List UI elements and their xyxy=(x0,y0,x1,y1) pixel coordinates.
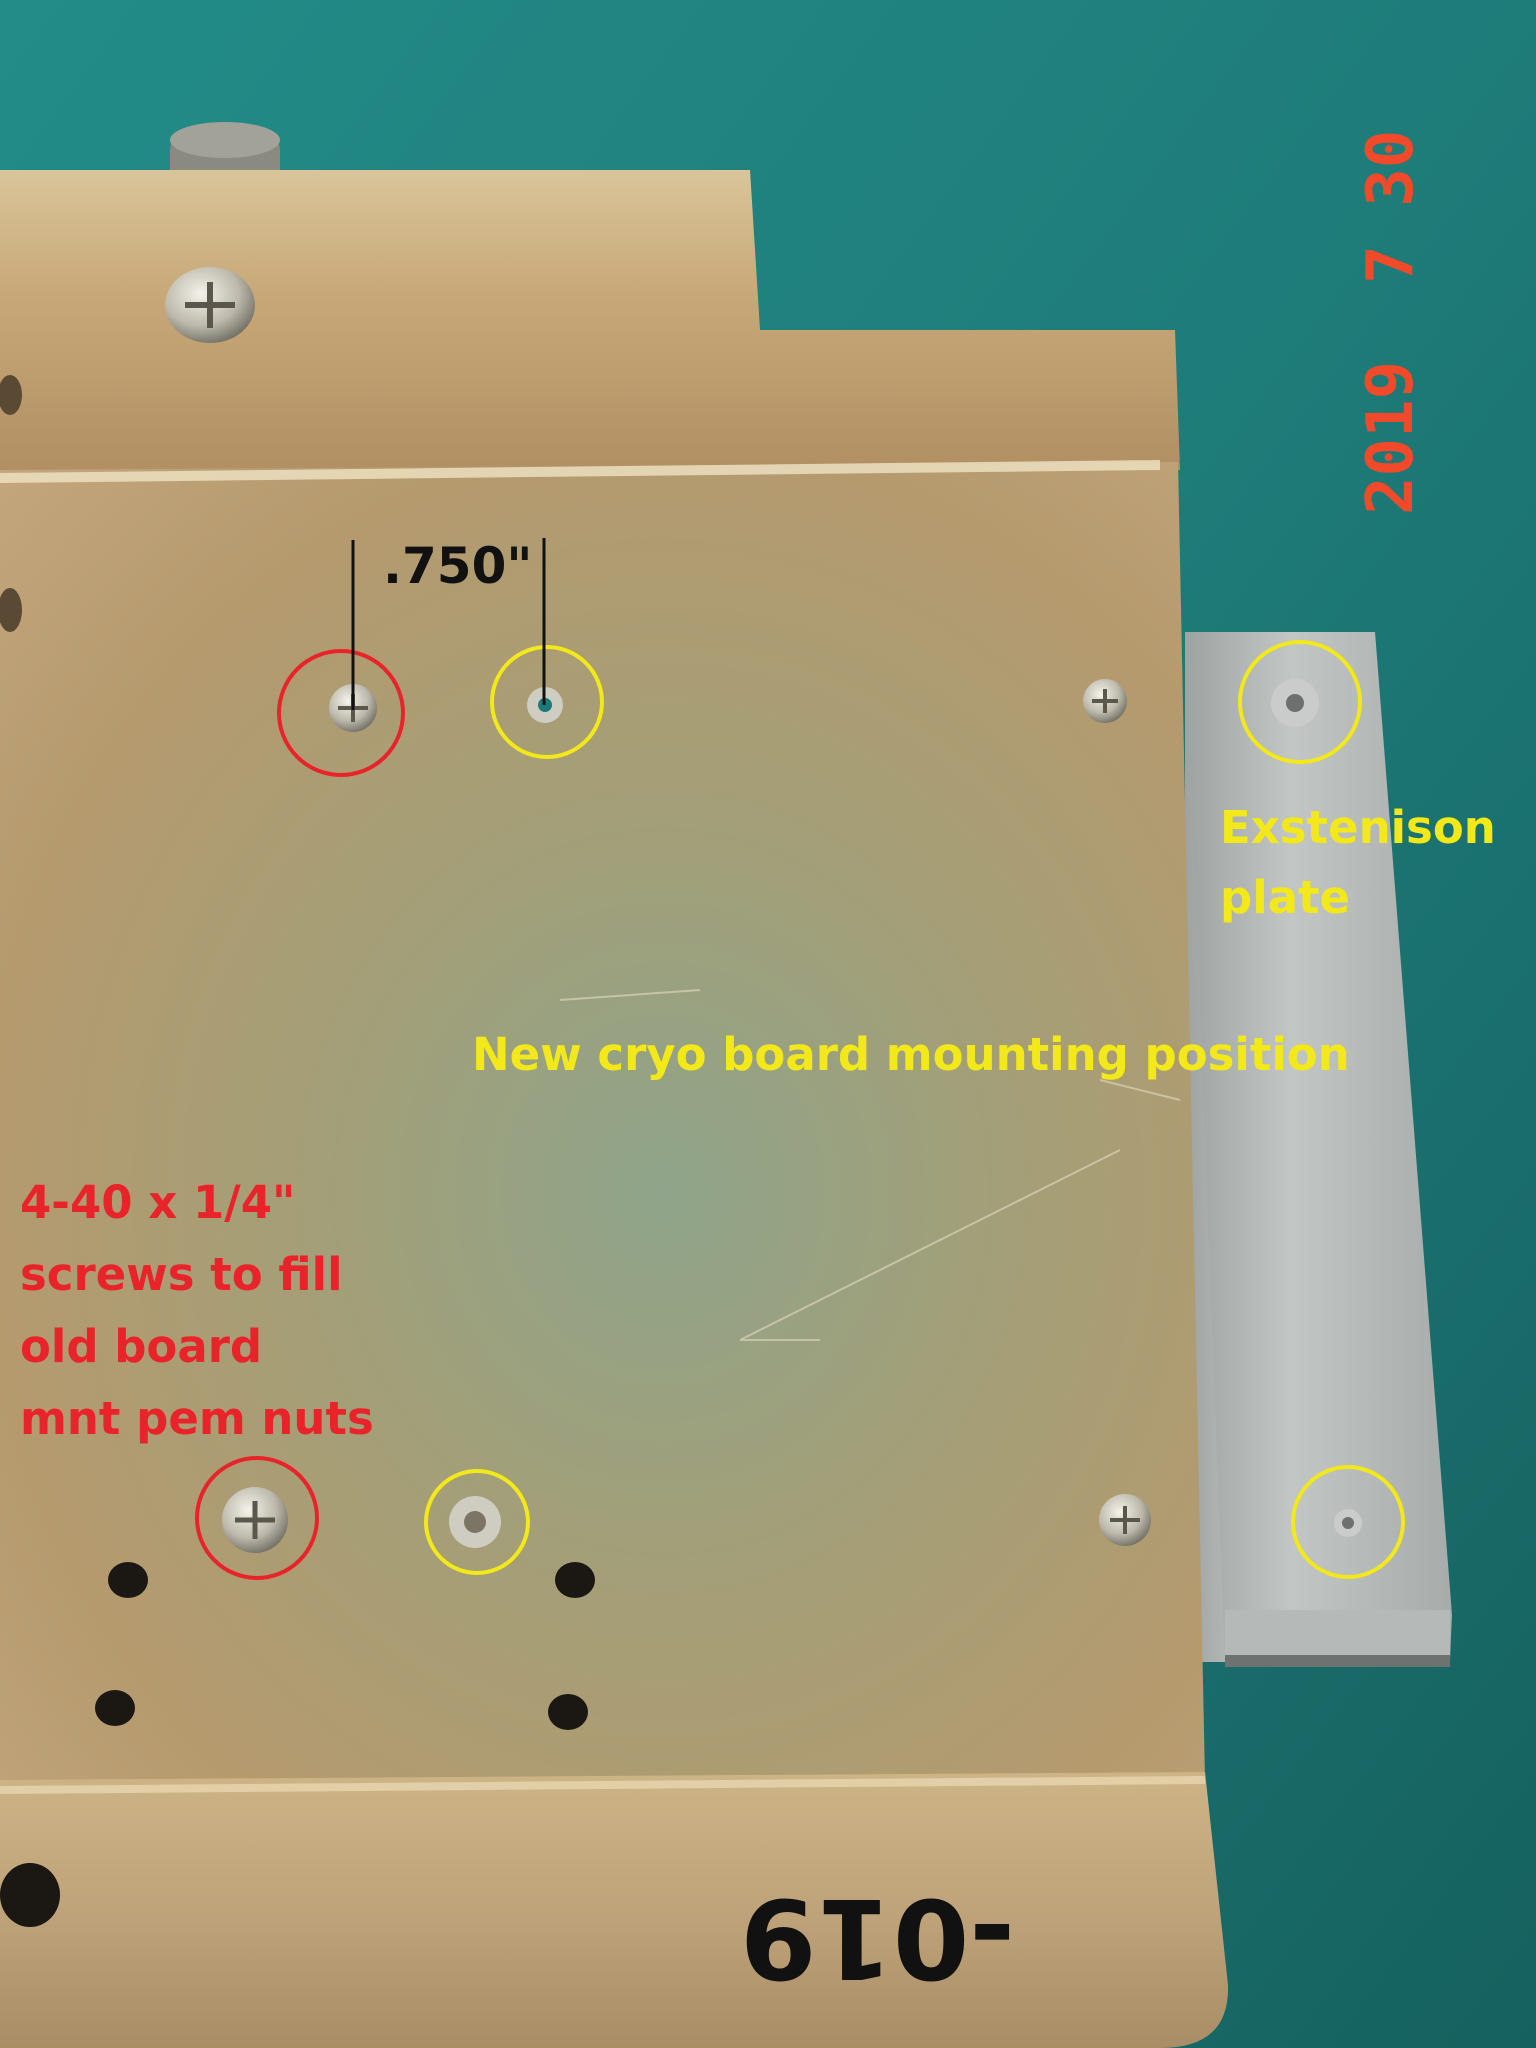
chassis-plate xyxy=(0,462,1205,1790)
extension-plate-nut-bottom xyxy=(1334,1509,1362,1537)
extension-plate-label-line1: Exstenison xyxy=(1220,801,1496,854)
screws-label-line1: 4-40 x 1/4" xyxy=(20,1176,295,1229)
plate-hole xyxy=(555,1562,595,1598)
dimension-label: .750" xyxy=(383,537,532,595)
phillips-screw-right-bottom xyxy=(1099,1494,1151,1546)
back-flange-screw xyxy=(165,267,255,343)
screws-label-line4: mnt pem nuts xyxy=(20,1392,374,1445)
new-position-label: New cryo board mounting position xyxy=(472,1028,1350,1081)
phillips-screw-red-bottom xyxy=(222,1487,288,1553)
date-stamp: 2019 7 30 xyxy=(1354,130,1428,515)
plate-hole xyxy=(95,1690,135,1726)
screws-label-line2: screws to fill xyxy=(20,1248,343,1301)
pem-nut-bottom xyxy=(449,1496,501,1548)
screws-label-line3: old board xyxy=(20,1320,262,1373)
front-flange xyxy=(0,1772,1228,2048)
handwritten-part-number: -019 xyxy=(740,1874,1015,2002)
extension-plate-nut-top xyxy=(1271,679,1319,727)
front-flange-hole xyxy=(0,1863,60,1927)
plate-hole xyxy=(108,1562,148,1598)
plate-hole xyxy=(548,1694,588,1730)
phillips-screw-right-top xyxy=(1083,679,1127,723)
extension-plate-label-line2: plate xyxy=(1220,871,1350,924)
